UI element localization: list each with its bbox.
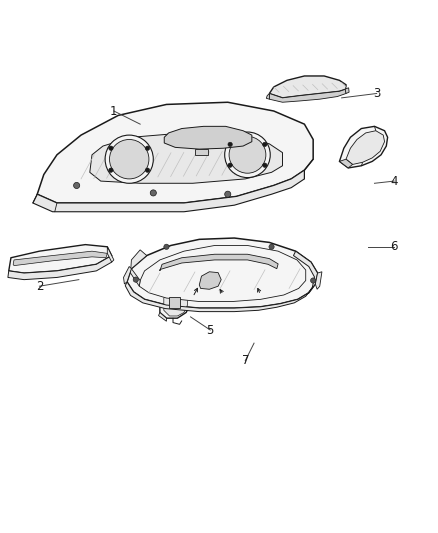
Polygon shape xyxy=(107,247,114,262)
Polygon shape xyxy=(90,133,283,183)
Polygon shape xyxy=(139,246,306,302)
Text: 6: 6 xyxy=(390,240,398,253)
Circle shape xyxy=(164,244,169,249)
Circle shape xyxy=(263,163,267,167)
Polygon shape xyxy=(269,76,346,98)
Circle shape xyxy=(133,277,138,282)
Polygon shape xyxy=(127,238,318,308)
Circle shape xyxy=(109,146,113,150)
Circle shape xyxy=(311,278,316,283)
Polygon shape xyxy=(33,170,304,212)
Circle shape xyxy=(145,168,150,172)
Polygon shape xyxy=(164,285,187,316)
Polygon shape xyxy=(339,159,353,168)
Circle shape xyxy=(269,244,274,249)
Circle shape xyxy=(105,135,153,183)
Polygon shape xyxy=(160,280,191,318)
Polygon shape xyxy=(160,254,278,271)
Text: 7: 7 xyxy=(241,354,249,367)
Polygon shape xyxy=(269,89,346,102)
Circle shape xyxy=(229,136,266,173)
Polygon shape xyxy=(159,312,166,321)
Polygon shape xyxy=(195,149,208,155)
Text: 5: 5 xyxy=(207,324,214,336)
Polygon shape xyxy=(125,251,318,312)
Polygon shape xyxy=(345,88,349,93)
Polygon shape xyxy=(339,126,388,168)
Polygon shape xyxy=(8,255,112,280)
Polygon shape xyxy=(346,131,385,165)
Circle shape xyxy=(150,190,156,196)
Polygon shape xyxy=(124,266,131,284)
Polygon shape xyxy=(315,272,322,289)
Polygon shape xyxy=(199,272,221,289)
Circle shape xyxy=(225,191,231,197)
Polygon shape xyxy=(13,251,107,265)
Polygon shape xyxy=(131,250,147,286)
Polygon shape xyxy=(266,93,269,99)
Circle shape xyxy=(228,163,232,167)
Circle shape xyxy=(109,168,113,172)
Text: 3: 3 xyxy=(373,87,380,100)
Polygon shape xyxy=(164,126,252,149)
Text: 1: 1 xyxy=(110,104,118,117)
Circle shape xyxy=(225,132,270,177)
Circle shape xyxy=(145,146,150,150)
Text: 4: 4 xyxy=(390,175,398,188)
Text: 2: 2 xyxy=(35,280,43,293)
Circle shape xyxy=(74,182,80,189)
Polygon shape xyxy=(169,297,180,308)
Circle shape xyxy=(228,142,232,147)
Polygon shape xyxy=(9,245,112,273)
Polygon shape xyxy=(37,102,313,203)
Circle shape xyxy=(263,142,267,147)
Circle shape xyxy=(110,140,149,179)
